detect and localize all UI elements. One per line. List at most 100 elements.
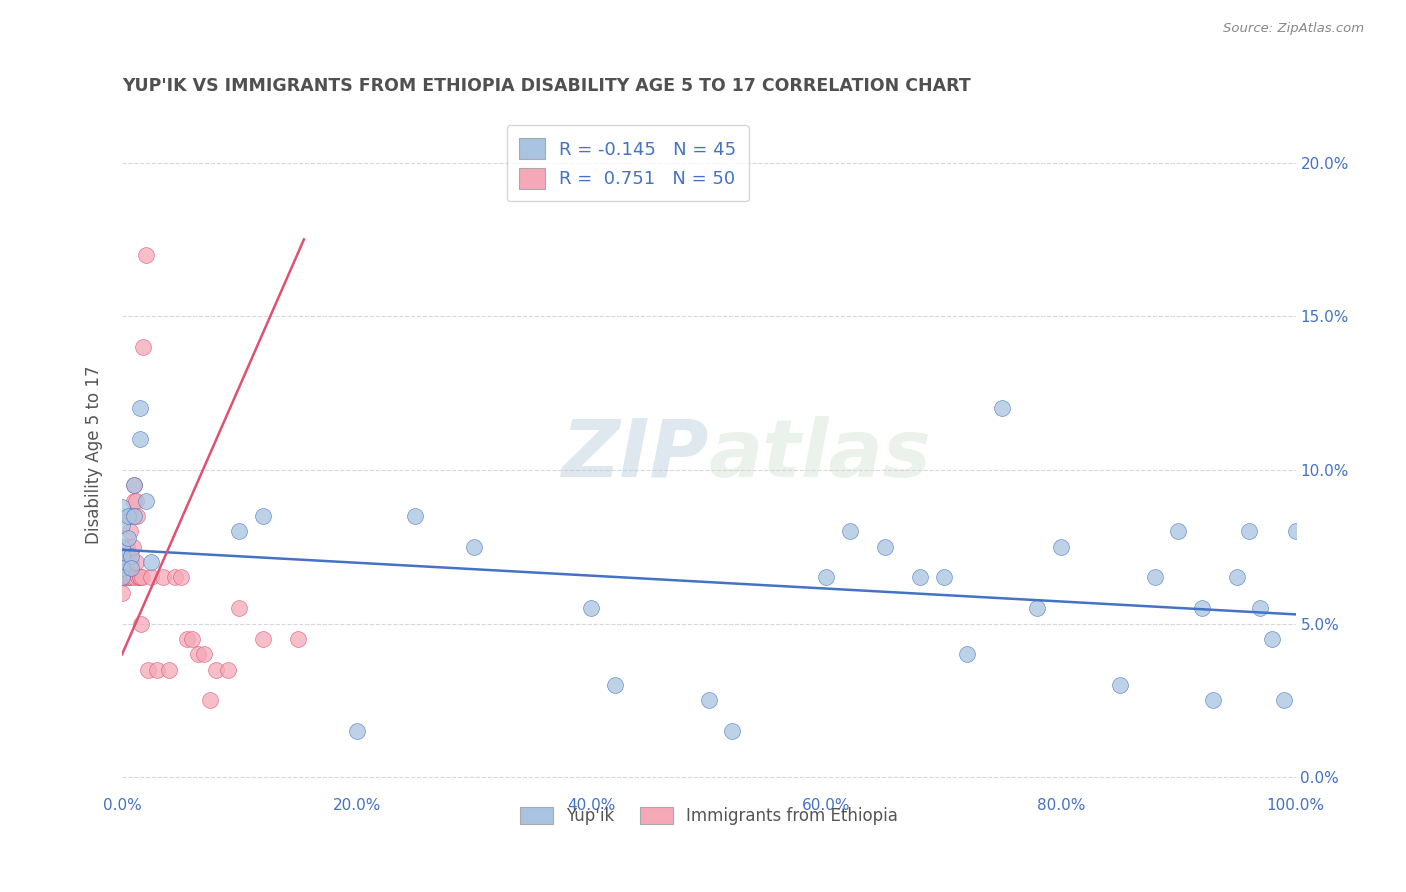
Point xyxy=(125,555,148,569)
Point xyxy=(111,570,134,584)
Point xyxy=(136,663,159,677)
Point xyxy=(287,632,309,646)
Point xyxy=(111,555,134,569)
Point xyxy=(117,508,139,523)
Point xyxy=(128,432,150,446)
Point xyxy=(932,570,955,584)
Point xyxy=(198,693,221,707)
Point xyxy=(111,540,134,554)
Point xyxy=(217,663,239,677)
Text: atlas: atlas xyxy=(709,416,932,493)
Point xyxy=(134,248,156,262)
Point xyxy=(721,724,744,739)
Point xyxy=(1202,693,1225,707)
Point xyxy=(187,648,209,662)
Point xyxy=(252,508,274,523)
Point xyxy=(1249,601,1271,615)
Point xyxy=(463,540,485,554)
Point xyxy=(1167,524,1189,539)
Point xyxy=(112,555,135,569)
Point xyxy=(111,561,134,575)
Point xyxy=(111,570,134,584)
Point xyxy=(132,340,155,354)
Point xyxy=(120,524,142,539)
Text: YUP'IK VS IMMIGRANTS FROM ETHIOPIA DISABILITY AGE 5 TO 17 CORRELATION CHART: YUP'IK VS IMMIGRANTS FROM ETHIOPIA DISAB… xyxy=(122,78,970,95)
Point xyxy=(115,540,138,554)
Point xyxy=(127,570,149,584)
Point xyxy=(117,570,139,584)
Point xyxy=(193,648,215,662)
Point xyxy=(1261,632,1284,646)
Point xyxy=(121,540,143,554)
Point xyxy=(111,570,134,584)
Point xyxy=(1191,601,1213,615)
Point xyxy=(127,508,149,523)
Point xyxy=(157,663,180,677)
Point xyxy=(170,570,193,584)
Point xyxy=(228,524,250,539)
Point xyxy=(141,570,163,584)
Point xyxy=(815,570,838,584)
Point xyxy=(1284,524,1306,539)
Point xyxy=(128,570,150,584)
Point xyxy=(991,401,1014,416)
Point xyxy=(115,555,138,569)
Point xyxy=(141,555,163,569)
Point xyxy=(228,601,250,615)
Point xyxy=(346,724,368,739)
Point xyxy=(122,570,145,584)
Point xyxy=(1026,601,1049,615)
Point xyxy=(134,493,156,508)
Point xyxy=(152,570,174,584)
Point xyxy=(252,632,274,646)
Legend: Yup'ik, Immigrants from Ethiopia: Yup'ik, Immigrants from Ethiopia xyxy=(513,800,904,831)
Point xyxy=(181,632,204,646)
Point xyxy=(111,549,134,563)
Point xyxy=(122,493,145,508)
Point xyxy=(118,570,141,584)
Point xyxy=(697,693,720,707)
Point xyxy=(956,648,979,662)
Point xyxy=(1143,570,1166,584)
Y-axis label: Disability Age 5 to 17: Disability Age 5 to 17 xyxy=(86,366,103,544)
Point xyxy=(122,508,145,523)
Point xyxy=(120,508,142,523)
Point xyxy=(146,663,169,677)
Point xyxy=(603,678,626,692)
Point xyxy=(128,401,150,416)
Point xyxy=(163,570,186,584)
Point xyxy=(112,570,135,584)
Point xyxy=(581,601,603,615)
Point xyxy=(118,549,141,563)
Point xyxy=(125,493,148,508)
Point xyxy=(111,500,134,514)
Text: Source: ZipAtlas.com: Source: ZipAtlas.com xyxy=(1223,22,1364,36)
Point xyxy=(129,616,152,631)
Point xyxy=(176,632,198,646)
Point xyxy=(122,478,145,492)
Point xyxy=(120,555,142,569)
Point xyxy=(111,518,134,533)
Point xyxy=(838,524,860,539)
Point xyxy=(205,663,228,677)
Text: ZIP: ZIP xyxy=(561,416,709,493)
Point xyxy=(111,586,134,600)
Point xyxy=(120,561,142,575)
Point xyxy=(1050,540,1073,554)
Point xyxy=(120,549,142,563)
Point xyxy=(114,555,136,569)
Point xyxy=(873,540,896,554)
Point xyxy=(120,570,142,584)
Point xyxy=(131,570,153,584)
Point xyxy=(128,570,150,584)
Point xyxy=(122,478,145,492)
Point xyxy=(1272,693,1295,707)
Point xyxy=(1108,678,1130,692)
Point xyxy=(908,570,931,584)
Point xyxy=(117,531,139,545)
Point xyxy=(1226,570,1249,584)
Point xyxy=(111,555,134,569)
Point xyxy=(117,549,139,563)
Point xyxy=(1237,524,1260,539)
Point xyxy=(404,508,426,523)
